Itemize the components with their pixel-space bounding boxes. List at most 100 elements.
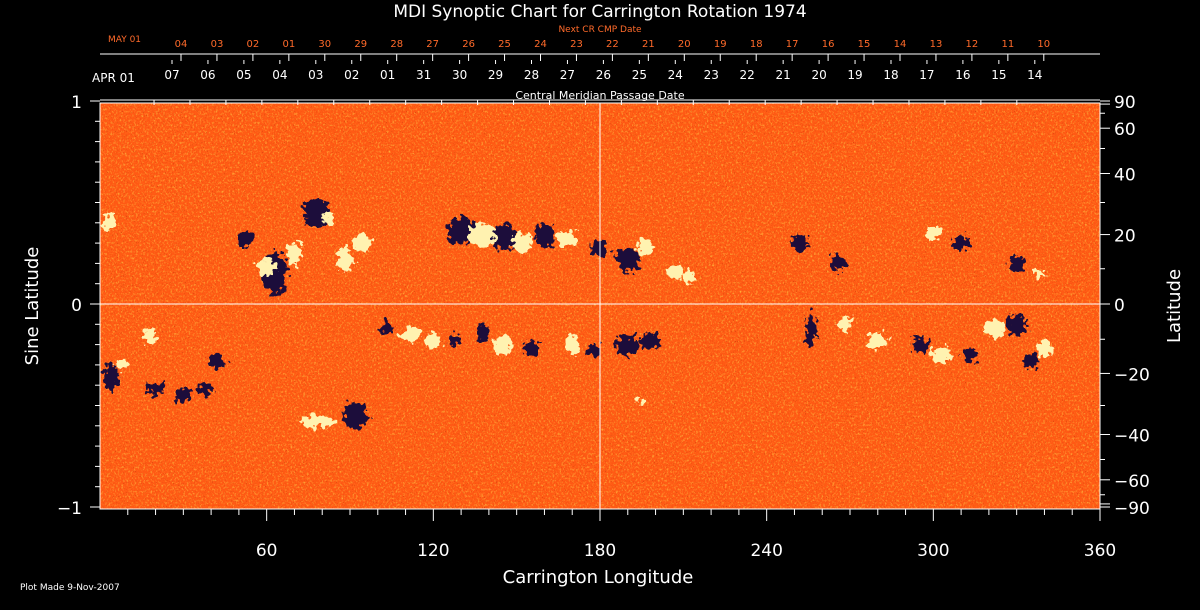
top-axis-date: 01	[380, 68, 395, 82]
negative-flux-region	[522, 340, 539, 357]
positive-flux-region	[867, 332, 888, 349]
top-axis-date: 26	[596, 68, 611, 82]
positive-flux-region	[838, 316, 851, 333]
positive-flux-region	[256, 259, 277, 276]
top-axis-date: 21	[776, 68, 791, 82]
next-axis-date: 12	[966, 39, 979, 50]
y-right-tick-label: 40	[1114, 166, 1136, 186]
positive-flux-region	[401, 326, 422, 343]
negative-flux-region	[343, 401, 368, 430]
y-axis-label-right: Latitude	[1164, 269, 1185, 343]
next-axis-date: 11	[1001, 39, 1014, 50]
positive-flux-region	[682, 269, 695, 282]
x-tick-label: 180	[584, 541, 616, 561]
negative-flux-region	[148, 383, 163, 396]
positive-flux-region	[469, 222, 498, 247]
negative-flux-region	[641, 331, 659, 350]
top-axis-month: APR 01	[92, 71, 135, 85]
x-tick-label: 360	[1084, 541, 1116, 561]
positive-flux-region	[984, 318, 1005, 339]
positive-flux-region	[102, 214, 115, 231]
negative-flux-region	[961, 347, 978, 362]
next-axis-date: 01	[282, 39, 295, 50]
next-axis-label: Next CR CMP Date	[558, 25, 642, 35]
top-axis-date: 23	[704, 68, 719, 82]
negative-flux-region	[236, 231, 253, 248]
x-tick-label: 60	[256, 541, 278, 561]
top-axis-label: Central Meridian Passage Date	[515, 89, 684, 102]
positive-flux-region	[1032, 267, 1045, 280]
next-axis-month: MAY 01	[108, 35, 141, 45]
negative-flux-region	[447, 216, 476, 245]
y-axis-right: 90 60 40 20 0 −20 −40 −60 −90	[1100, 93, 1150, 519]
next-axis-date: 23	[570, 39, 583, 50]
next-axis-date: 25	[498, 39, 511, 50]
negative-flux-region	[830, 255, 847, 272]
top-axis-date: 03	[308, 68, 323, 82]
y-axis-label-left: Sine Latitude	[22, 247, 43, 366]
negative-flux-region	[208, 352, 225, 369]
next-axis-date: 14	[894, 39, 907, 50]
positive-flux-region	[425, 332, 442, 349]
next-axis-date: 02	[247, 39, 260, 50]
negative-flux-region	[587, 343, 602, 358]
x-tick-label: 120	[417, 541, 449, 561]
top-axis-date: 31	[416, 68, 431, 82]
positive-flux-region	[492, 334, 513, 355]
y-right-tick-label: −20	[1114, 365, 1150, 385]
top-axis-ticks	[153, 100, 1018, 105]
negative-flux-region	[615, 334, 640, 355]
positive-flux-region	[336, 247, 353, 272]
positive-flux-region	[636, 398, 647, 405]
next-axis-date: 26	[462, 39, 475, 50]
top-axis-date: 02	[344, 68, 359, 82]
top-axis-date: 22	[740, 68, 755, 82]
positive-flux-region	[636, 239, 653, 256]
y-right-tick-label: 20	[1114, 227, 1136, 247]
top-axis-date: 18	[883, 68, 898, 82]
y-left-tick-label: 0	[71, 296, 82, 316]
positive-flux-region	[321, 212, 334, 225]
negative-flux-region	[198, 382, 213, 397]
positive-flux-region	[1036, 340, 1053, 357]
next-axis-date: 10	[1037, 39, 1050, 50]
next-axis-date: 18	[750, 39, 763, 50]
top-axis-date: 29	[488, 68, 503, 82]
next-axis-date: 15	[858, 39, 871, 50]
positive-flux-region	[931, 346, 952, 363]
negative-flux-region	[493, 223, 518, 252]
y-right-tick-label: −60	[1114, 472, 1150, 492]
y-right-tick-label: 90	[1114, 93, 1136, 113]
top-axis-dates: 07 06 05 04 03 02 01 31 30 29 28 27 26 25 24 23 22 21 20 19…	[164, 68, 1042, 82]
positive-flux-region	[286, 243, 303, 264]
top-axis-date: 04	[272, 68, 287, 82]
negative-flux-region	[103, 363, 120, 392]
next-axis-date: 03	[211, 39, 224, 50]
chart-title: MDI Synoptic Chart for Carrington Rotati…	[393, 2, 806, 22]
positive-flux-region	[924, 225, 943, 240]
negative-flux-region	[805, 310, 818, 347]
negative-flux-region	[175, 388, 192, 403]
positive-flux-region	[143, 329, 157, 344]
x-tick-label: 300	[917, 541, 949, 561]
positive-flux-region	[556, 231, 577, 248]
y-left-tick-label: −1	[57, 499, 82, 519]
y-right-tick-label: −90	[1114, 499, 1150, 519]
next-axis-date: 13	[930, 39, 943, 50]
next-axis-date: 27	[426, 39, 439, 50]
y-right-tick-label: 60	[1114, 120, 1136, 140]
negative-flux-region	[448, 334, 463, 347]
top-axis-date: 16	[955, 68, 970, 82]
next-axis-date: 30	[318, 39, 331, 50]
top-axis-date: 07	[164, 68, 179, 82]
negative-flux-region	[534, 222, 555, 247]
next-axis-dates: 04 03 02 01 30 29 28 27 26 25 24 23 22 21 20 19 18 17 16 15…	[175, 39, 1051, 50]
next-axis-date: 19	[714, 39, 727, 50]
x-tick-label: 240	[750, 541, 782, 561]
negative-flux-region	[910, 336, 929, 353]
next-axis-date: 28	[390, 39, 403, 50]
negative-flux-region	[1022, 352, 1039, 369]
top-axis-date: 30	[452, 68, 467, 82]
next-axis-date: 16	[822, 39, 835, 50]
